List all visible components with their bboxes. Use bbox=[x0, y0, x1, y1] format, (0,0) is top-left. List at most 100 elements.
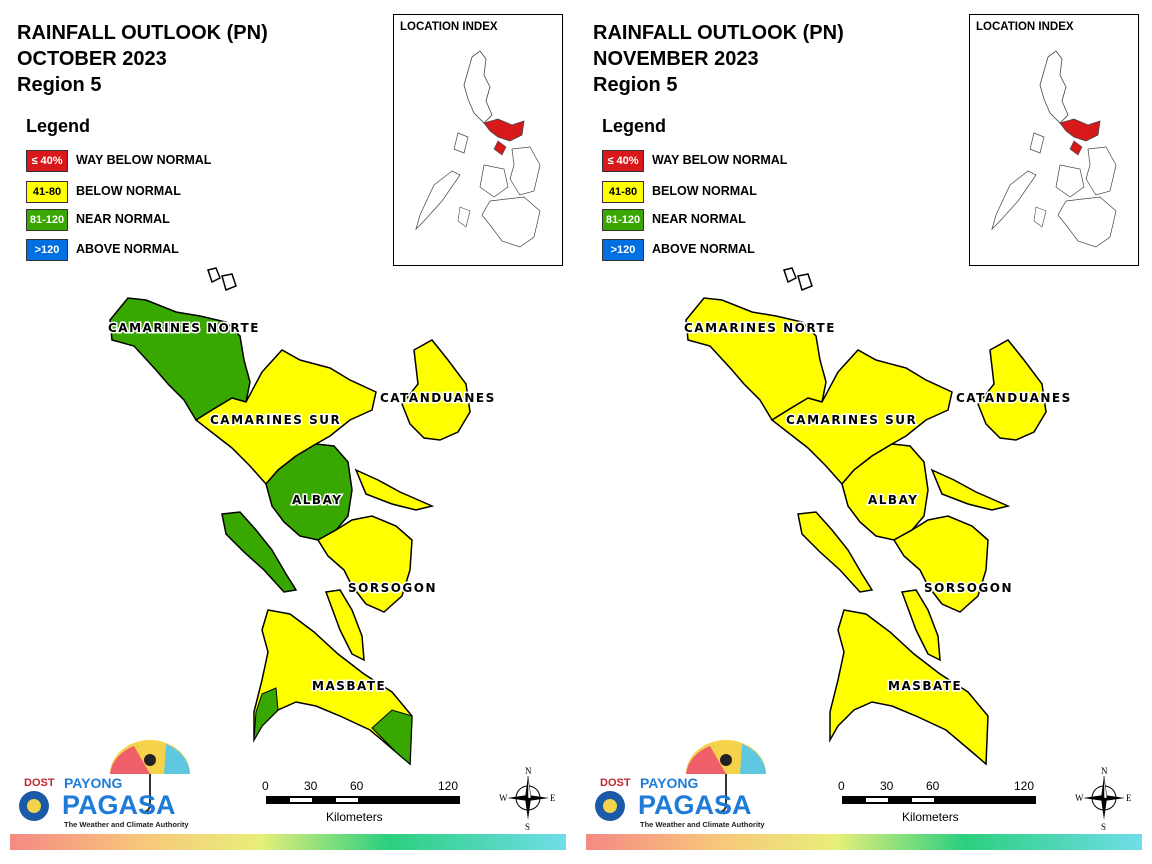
legend-label: NEAR NORMAL bbox=[76, 212, 170, 226]
compass-rose-icon: N S W E bbox=[498, 764, 558, 832]
label-albay: ALBAY bbox=[292, 493, 342, 507]
province-albay bbox=[841, 443, 929, 541]
svg-text:PAYONG: PAYONG bbox=[64, 775, 122, 791]
legend-item-way-below: ≤ 40% WAY BELOW NORMAL bbox=[26, 150, 286, 172]
legend-swatch: 41-80 bbox=[26, 181, 68, 203]
scale-tick: 60 bbox=[350, 779, 364, 793]
province-masbate bbox=[829, 609, 989, 766]
svg-text:W: W bbox=[1075, 793, 1084, 803]
label-camarines-norte: CAMARINES NORTE bbox=[108, 321, 260, 335]
scale-tick: 120 bbox=[438, 779, 459, 793]
legend-swatch: 81-120 bbox=[26, 209, 68, 231]
svg-text:N: N bbox=[525, 766, 532, 776]
province-masbate bbox=[253, 609, 413, 766]
location-index-inset: LOCATION INDEX bbox=[393, 14, 563, 266]
svg-text:PAGASA: PAGASA bbox=[62, 790, 176, 820]
legend-item-below: 41-80 BELOW NORMAL bbox=[602, 181, 862, 203]
map-title: RAINFALL OUTLOOK (PN) OCTOBER 2023 Regio… bbox=[17, 20, 268, 98]
svg-text:S: S bbox=[1101, 822, 1106, 832]
svg-text:PAGASA: PAGASA bbox=[638, 790, 752, 820]
legend-swatch: >120 bbox=[26, 239, 68, 261]
location-index-title: LOCATION INDEX bbox=[400, 21, 498, 33]
outlook-panel-november: RAINFALL OUTLOOK (PN) NOVEMBER 2023 Regi… bbox=[576, 0, 1152, 864]
legend-label: BELOW NORMAL bbox=[76, 184, 181, 198]
scale-unit: Kilometers bbox=[326, 810, 383, 824]
scale-tick: 120 bbox=[1014, 779, 1035, 793]
province-camarines-sur bbox=[770, 349, 953, 486]
legend-swatch: ≤ 40% bbox=[26, 150, 68, 172]
legend-item-near: 81-120 NEAR NORMAL bbox=[602, 209, 862, 231]
legend-label: BELOW NORMAL bbox=[652, 184, 757, 198]
label-sorsogon: SORSOGON bbox=[348, 581, 437, 595]
legend-swatch: >120 bbox=[602, 239, 644, 261]
legend-item-way-below: ≤ 40% WAY BELOW NORMAL bbox=[602, 150, 862, 172]
legend-title: Legend bbox=[602, 116, 667, 136]
scale-tick: 0 bbox=[262, 779, 269, 793]
philippines-inset-map bbox=[991, 50, 1117, 248]
label-sorsogon: SORSOGON bbox=[924, 581, 1013, 595]
svg-text:W: W bbox=[499, 793, 508, 803]
bicol-region-map: CAMARINES NORTE CAMARINES SUR CATANDUANE… bbox=[683, 267, 1072, 804]
label-catanduanes: CATANDUANES bbox=[956, 391, 1072, 405]
province-catanduanes bbox=[401, 339, 471, 441]
location-index-inset: LOCATION INDEX bbox=[969, 14, 1139, 266]
pagasa-logo: DOST PAYONG PAGASA The Weather and Clima… bbox=[590, 740, 770, 832]
outlook-panel-october: RAINFALL OUTLOOK (PN) OCTOBER 2023 Regio… bbox=[10, 14, 566, 850]
legend-item-above: >120 ABOVE NORMAL bbox=[26, 239, 286, 261]
location-index-title: LOCATION INDEX bbox=[976, 21, 1074, 33]
svg-text:PAYONG: PAYONG bbox=[640, 775, 698, 791]
scale-tick: 30 bbox=[880, 779, 894, 793]
legend-swatch: ≤ 40% bbox=[602, 150, 644, 172]
label-albay: ALBAY bbox=[868, 493, 918, 507]
legend-title: Legend bbox=[26, 116, 91, 136]
legend-label: ABOVE NORMAL bbox=[76, 242, 179, 256]
legend-swatch: 41-80 bbox=[602, 181, 644, 203]
title-region: Region 5 bbox=[17, 74, 102, 96]
title-region: Region 5 bbox=[593, 74, 678, 96]
scale-unit: Kilometers bbox=[902, 810, 959, 824]
scale-tick: 0 bbox=[838, 779, 845, 793]
title-line-1: RAINFALL OUTLOOK (PN) bbox=[593, 22, 844, 44]
svg-text:The Weather and Climate Author: The Weather and Climate Authority bbox=[64, 820, 189, 829]
bicol-region-map: CAMARINES NORTE CAMARINES SUR CATANDUANE… bbox=[107, 267, 496, 804]
legend-swatch: 81-120 bbox=[602, 209, 644, 231]
svg-text:N: N bbox=[1101, 766, 1108, 776]
province-albay bbox=[265, 443, 353, 541]
province-catanduanes bbox=[977, 339, 1047, 441]
legend-label: NEAR NORMAL bbox=[652, 212, 746, 226]
title-month: NOVEMBER 2023 bbox=[593, 48, 759, 70]
svg-text:E: E bbox=[1126, 793, 1132, 803]
scale-bar bbox=[842, 796, 1036, 804]
label-camarines-sur: CAMARINES SUR bbox=[786, 413, 917, 427]
svg-text:The Weather and Climate Author: The Weather and Climate Authority bbox=[640, 820, 765, 829]
color-gradient-bar bbox=[586, 834, 1142, 850]
legend-label: ABOVE NORMAL bbox=[652, 242, 755, 256]
legend-item-above: >120 ABOVE NORMAL bbox=[602, 239, 862, 261]
province-sorsogon bbox=[316, 515, 413, 613]
svg-text:S: S bbox=[525, 822, 530, 832]
title-line-1: RAINFALL OUTLOOK (PN) bbox=[17, 22, 268, 44]
svg-text:DOST: DOST bbox=[24, 777, 55, 789]
scale-tick: 30 bbox=[304, 779, 318, 793]
province-camarines-sur bbox=[194, 349, 377, 486]
label-camarines-norte: CAMARINES NORTE bbox=[684, 321, 836, 335]
legend-label: WAY BELOW NORMAL bbox=[76, 153, 212, 167]
label-masbate: MASBATE bbox=[888, 679, 962, 693]
title-month: OCTOBER 2023 bbox=[17, 48, 167, 70]
scale-tick: 60 bbox=[926, 779, 940, 793]
color-gradient-bar bbox=[10, 834, 566, 850]
pagasa-logo: DOST PAYONG PAGASA The Weather and Clima… bbox=[14, 740, 194, 832]
philippines-inset-map bbox=[415, 50, 541, 248]
compass-rose-icon: N S W E bbox=[1074, 764, 1134, 832]
svg-text:E: E bbox=[550, 793, 556, 803]
province-sorsogon bbox=[892, 515, 989, 613]
legend-label: WAY BELOW NORMAL bbox=[652, 153, 788, 167]
legend-item-near: 81-120 NEAR NORMAL bbox=[26, 209, 286, 231]
label-masbate: MASBATE bbox=[312, 679, 386, 693]
map-title: RAINFALL OUTLOOK (PN) NOVEMBER 2023 Regi… bbox=[593, 20, 844, 98]
legend-item-below: 41-80 BELOW NORMAL bbox=[26, 181, 286, 203]
svg-text:DOST: DOST bbox=[600, 777, 631, 789]
label-camarines-sur: CAMARINES SUR bbox=[210, 413, 341, 427]
scale-bar bbox=[266, 796, 460, 804]
label-catanduanes: CATANDUANES bbox=[380, 391, 496, 405]
